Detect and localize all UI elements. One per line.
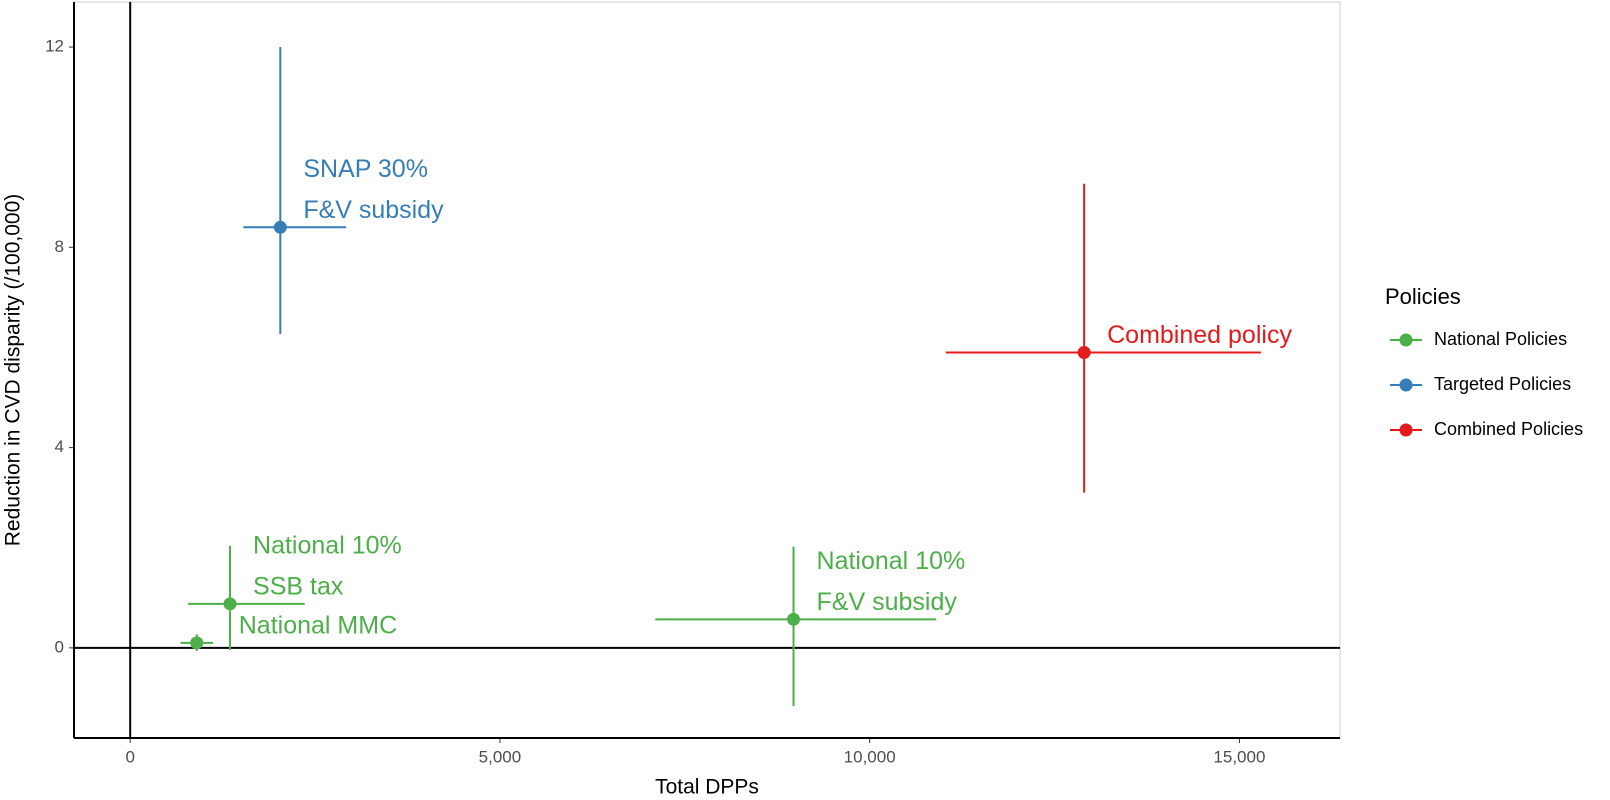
y-tick-label: 12	[45, 37, 64, 56]
point	[787, 612, 801, 626]
y-axis-title: Reduction in CVD disparity (/100,000)	[2, 194, 25, 547]
point	[1077, 345, 1091, 359]
point-label: National MMC	[239, 611, 397, 639]
x-tick-label: 10,000	[844, 747, 896, 766]
point-label: National 10%	[253, 531, 402, 559]
point-label: F&V subsidy	[303, 196, 444, 224]
point-label: SSB tax	[253, 572, 344, 600]
legend-title: Policies	[1385, 284, 1461, 309]
point-label: Combined policy	[1107, 321, 1292, 349]
point-label: National 10%	[817, 547, 966, 575]
point	[273, 220, 287, 234]
x-axis-title: Total DPPs	[655, 776, 759, 799]
y-tick-label: 4	[55, 437, 64, 456]
legend-key-point	[1399, 333, 1413, 347]
point	[190, 636, 204, 650]
point-label: SNAP 30%	[303, 155, 428, 183]
x-tick-label: 15,000	[1213, 747, 1265, 766]
legend-label: Combined Policies	[1434, 419, 1583, 439]
point-label: F&V subsidy	[817, 588, 958, 616]
y-tick-label: 0	[55, 637, 64, 656]
x-tick-label: 0	[125, 747, 134, 766]
legend-label: Targeted Policies	[1434, 374, 1571, 394]
legend-key-point	[1399, 423, 1413, 437]
legend-key-point	[1399, 378, 1413, 392]
x-tick-label: 5,000	[479, 747, 522, 766]
y-tick-label: 8	[55, 237, 64, 256]
point	[223, 597, 237, 611]
legend-label: National Policies	[1434, 329, 1567, 349]
